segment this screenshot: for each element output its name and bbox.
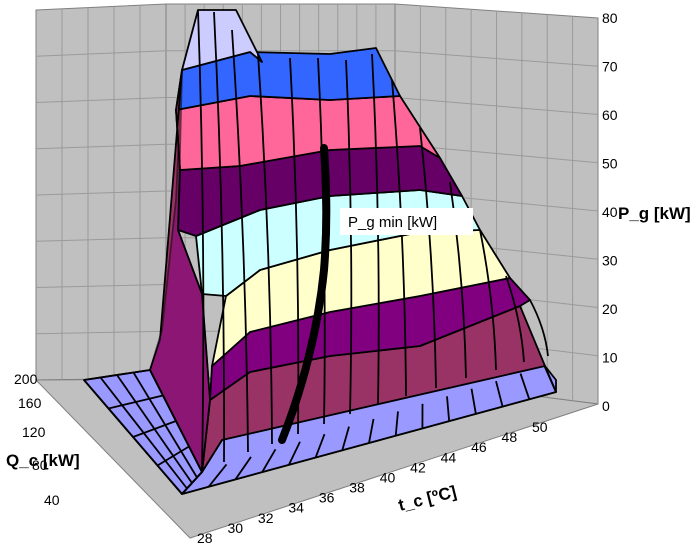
y-tick-label: 40: [44, 492, 60, 508]
response-surface: [83, 9, 557, 495]
y-tick-label: 80: [32, 457, 48, 473]
x-tick-label: 34: [288, 500, 304, 516]
surface-mesh-line: [368, 418, 375, 444]
y-axis-title: Q_c [kW]: [6, 451, 80, 470]
z-tick-label: 50: [602, 156, 618, 172]
surface-mesh-line: [345, 59, 353, 415]
z-tick-label: 80: [602, 10, 618, 26]
x-tick-label: 46: [471, 439, 487, 455]
wall-gridline: [35, 143, 167, 150]
surface-left-shade: [149, 69, 211, 473]
surface-mesh-line: [341, 426, 350, 451]
surface-mesh-line: [394, 411, 399, 436]
z-tick-label: 20: [602, 301, 618, 317]
surface-mesh-line: [234, 456, 252, 480]
z-tick-label: 60: [602, 107, 618, 123]
surface-mesh-line: [261, 448, 277, 473]
x-axis-title: t_c [ºC]: [396, 482, 458, 515]
surface-mesh-line: [505, 275, 525, 363]
surface-mesh-line: [208, 463, 228, 488]
surface-mesh-line: [529, 299, 549, 357]
surface-mesh-line: [391, 79, 407, 397]
wall-gridline: [35, 190, 167, 196]
z-tick-label: 30: [602, 253, 618, 269]
surface-mesh-line: [116, 374, 193, 484]
z-tick-label: 40: [602, 204, 618, 220]
x-tick-label: 42: [410, 459, 426, 475]
x-tick-label: 50: [532, 419, 548, 435]
x-tick-label: 32: [258, 510, 274, 526]
x-tick-label: 36: [319, 490, 335, 506]
wall-gridline: [35, 97, 167, 103]
x-tick-label: 44: [441, 449, 457, 465]
surface-band-8: [181, 9, 263, 71]
annotation-label: P_g min [kW]: [348, 214, 437, 231]
annotation-box: P_g min [kW]: [340, 208, 473, 235]
surface-mesh-line: [288, 441, 301, 466]
y-tick-label: 120: [22, 424, 46, 440]
surface-mesh-line: [213, 11, 225, 463]
z-tick-label: 70: [602, 59, 618, 75]
wall-gridline: [35, 284, 167, 288]
wall-gridline: [35, 50, 167, 57]
surface-mesh-line: [495, 380, 504, 407]
p-g-min-curve: [278, 144, 331, 444]
z-axis-title: P_g [kW]: [618, 204, 691, 223]
surface-mesh-line: [314, 433, 326, 458]
x-tick-label: 48: [502, 429, 518, 445]
surface-mesh-line: [257, 53, 273, 445]
surface-mesh-line: [446, 396, 451, 422]
y-tick-label: 200: [14, 371, 38, 387]
surface-mesh-line: [519, 373, 531, 400]
y-tick-label: 160: [18, 395, 42, 411]
surface-mesh-line: [470, 388, 477, 415]
x-tick-label: 30: [227, 520, 243, 536]
surface-mesh-line: [479, 229, 497, 371]
surface-mesh-line: [181, 471, 203, 495]
surface-mesh-line: [197, 9, 205, 473]
x-tick-label: 40: [380, 469, 396, 485]
surface-mesh-line: [544, 365, 557, 393]
surface-mesh-line: [132, 372, 198, 478]
wall-gridline: [35, 330, 167, 335]
wall-gridline: [35, 237, 167, 242]
surface-mesh-line: [449, 181, 467, 379]
surface-mesh-line: [157, 445, 190, 467]
surface-mesh-line: [419, 127, 437, 389]
x-tick-label: 38: [349, 480, 365, 496]
z-tick-label: 0: [602, 398, 610, 414]
z-tick-label: 10: [602, 350, 618, 366]
surface-mesh-line: [149, 369, 203, 473]
surface-mesh-line: [231, 29, 249, 453]
x-tick-label: 28: [197, 530, 213, 546]
